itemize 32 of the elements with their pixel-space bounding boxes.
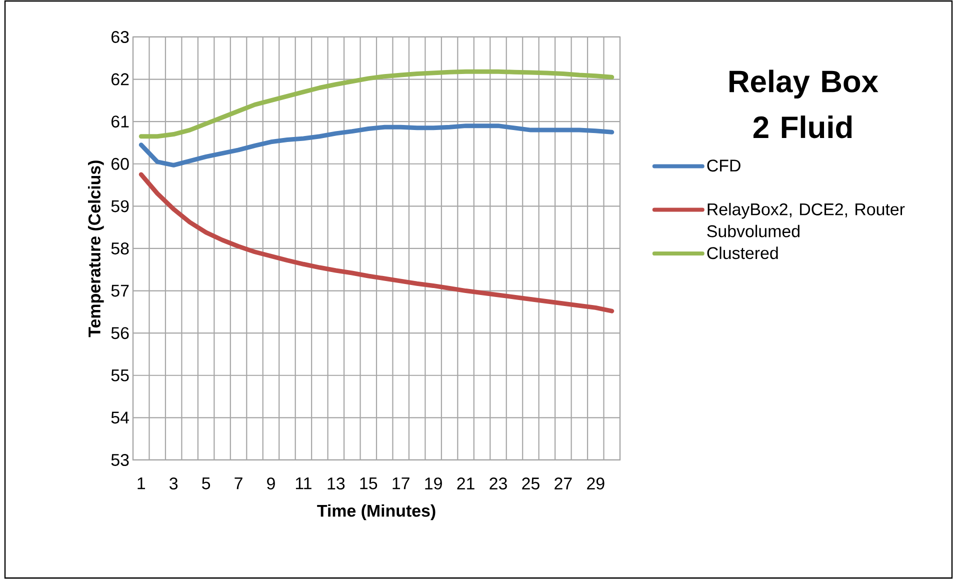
legend-label: RelayBox2, DCE2, Router Subvolumed <box>707 202 905 238</box>
x-tick-label: 23 <box>490 478 507 490</box>
y-tick-label: 56 <box>111 327 129 340</box>
x-tick-label: 21 <box>457 478 474 490</box>
x-tick-label: 25 <box>522 478 540 490</box>
x-tick-label: 1 <box>138 478 146 490</box>
x-tick-label: 15 <box>360 478 378 490</box>
y-tick-label: 53 <box>111 454 129 466</box>
x-tick-label: 7 <box>234 478 242 490</box>
y-tick-label: 62 <box>112 73 129 86</box>
x-tick-label: 17 <box>392 478 410 490</box>
x-tick-label: 19 <box>425 478 442 490</box>
y-tick-label: 60 <box>112 158 129 170</box>
y-tick-label: 55 <box>111 369 129 382</box>
y-tick-label: 63 <box>112 30 129 43</box>
y-axis-title: Temperature (Celcius) <box>88 160 104 338</box>
x-tick-label: 13 <box>328 478 345 490</box>
x-tick-label: 27 <box>554 478 572 490</box>
y-tick-label: 57 <box>111 284 129 297</box>
y-tick-label: 58 <box>111 242 129 254</box>
x-tick-label: 5 <box>202 478 210 490</box>
y-tick-label: 59 <box>111 200 129 212</box>
y-tick-label: 54 <box>111 412 129 424</box>
x-tick-label: 9 <box>267 478 275 490</box>
legend-label: CFD <box>707 160 740 172</box>
x-tick-label: 3 <box>170 478 178 490</box>
x-tick-label: 29 <box>587 478 604 490</box>
x-axis-title: Time (Minutes) <box>317 504 436 520</box>
legend-label: Clustered <box>707 246 778 260</box>
text: Relay Box 2 Fluid <box>730 70 878 138</box>
x-tick-label: 11 <box>296 478 312 490</box>
y-tick-label: 61 <box>112 116 129 128</box>
